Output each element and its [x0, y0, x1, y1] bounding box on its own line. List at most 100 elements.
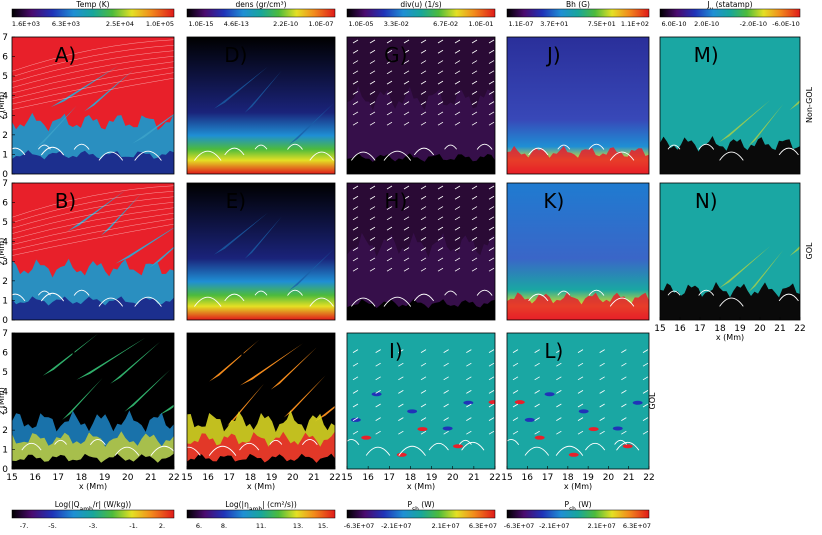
velocity-arrow — [386, 80, 393, 85]
velocity-arrow — [403, 101, 410, 105]
velocity-arrow — [599, 430, 605, 435]
field-line — [609, 297, 635, 307]
colorbar-tick-label: 6.3E+07 — [469, 522, 497, 530]
velocity-arrow — [512, 349, 519, 353]
velocity-arrow — [352, 39, 359, 44]
velocity-arrow — [556, 376, 562, 381]
y-tick-label: 7 — [2, 33, 8, 43]
colorbar — [11, 8, 175, 18]
velocity-arrow — [454, 247, 461, 251]
velocity-arrow — [471, 226, 478, 231]
x-tick-label: 15 — [341, 473, 352, 483]
velocity-arrow — [420, 226, 427, 231]
panel-frame — [506, 332, 650, 470]
velocity-arrow — [471, 60, 478, 64]
velocity-arrow — [375, 362, 381, 367]
velocity-arrow — [386, 91, 393, 95]
velocity-arrow — [403, 195, 410, 200]
panel-letter: H) — [384, 189, 407, 213]
velocity-arrow — [369, 121, 376, 126]
x-tick-label: 18 — [405, 473, 417, 483]
velocity-arrow — [556, 362, 562, 367]
velocity-arrow — [420, 216, 427, 221]
velocity-arrow — [471, 80, 478, 85]
velocity-arrow — [386, 226, 393, 231]
velocity-arrow — [437, 70, 444, 75]
field-line — [73, 143, 90, 150]
velocity-arrow — [403, 121, 410, 126]
velocity-arrow — [369, 257, 376, 262]
y-tick-label: 2 — [2, 131, 8, 141]
colorbar-title: Psh (W) — [564, 500, 591, 513]
velocity-arrow — [420, 376, 427, 381]
panel-A: A) — [11, 36, 175, 175]
field-line — [89, 438, 106, 445]
velocity-arrow — [488, 216, 495, 221]
velocity-arrow — [437, 247, 444, 251]
panel-N: N) — [659, 182, 801, 321]
velocity-arrow — [420, 267, 427, 272]
velocity-arrow — [420, 70, 427, 75]
velocity-arrow — [577, 349, 584, 353]
panel-frame — [506, 182, 650, 321]
velocity-arrow — [471, 206, 478, 210]
velocity-arrow — [420, 91, 427, 95]
colorbar-tick-label: 1.1E-07 — [508, 20, 533, 28]
field-line — [309, 151, 334, 161]
field-line — [40, 292, 65, 302]
field-line — [383, 150, 412, 161]
field-line — [413, 147, 435, 156]
velocity-arrow — [403, 247, 410, 251]
velocity-arrow — [352, 237, 359, 241]
velocity-arrow — [352, 376, 359, 381]
field-line — [444, 290, 457, 296]
velocity-arrow — [556, 417, 562, 421]
colorbar-tick-label: 7.5E+01 — [588, 20, 616, 28]
velocity-arrow — [420, 403, 427, 408]
velocity-arrow — [488, 237, 495, 241]
velocity-arrow — [534, 403, 540, 408]
x-axis-label: x (Mm) — [564, 482, 592, 491]
velocity-arrow — [488, 195, 495, 200]
panel-frame — [659, 36, 801, 175]
x-tick-label: 16 — [202, 473, 214, 483]
velocity-arrow — [352, 195, 359, 200]
x-tick-label: 19 — [99, 473, 111, 483]
colorbar — [11, 509, 175, 519]
velocity-arrow — [471, 39, 478, 44]
panel-F: F) — [186, 332, 336, 470]
velocity-arrow — [471, 121, 478, 126]
velocity-arrow — [386, 267, 393, 272]
velocity-arrow — [621, 390, 627, 394]
colorbar-tick-label: 11. — [256, 522, 266, 530]
velocity-arrow — [443, 390, 449, 394]
colorbar-tick-label: 6.7E-02 — [433, 20, 458, 28]
panel-letter: A) — [55, 43, 76, 67]
velocity-arrow — [621, 362, 627, 367]
velocity-arrow — [369, 80, 376, 85]
velocity-arrow — [386, 39, 393, 44]
panel-M: M) — [659, 36, 801, 175]
velocity-arrow — [512, 390, 519, 394]
velocity-arrow — [534, 376, 540, 381]
colorbar-title: Temp (K) — [75, 0, 109, 9]
velocity-arrow — [471, 257, 478, 262]
velocity-arrow — [454, 101, 461, 105]
axes: 0 1 2 3 4 5 6 7 z (Mm) 0 1 2 3 4 5 6 7 z (Mm) 0 1 2 3 4 5 6 7 z (M… — [0, 33, 814, 491]
field-line — [614, 439, 627, 445]
x-tick-label: 16 — [362, 473, 374, 483]
panel-letter: I) — [389, 339, 403, 363]
velocity-arrow — [454, 80, 461, 85]
colorbar — [506, 8, 650, 18]
y-tick-label: 4 — [2, 238, 8, 248]
velocity-arrow — [454, 216, 461, 221]
velocity-arrow — [386, 70, 393, 75]
velocity-arrow — [488, 121, 495, 126]
x-tick-label: 21 — [623, 473, 634, 483]
field-line — [114, 446, 140, 456]
velocity-arrow — [471, 195, 478, 200]
field-line — [444, 144, 457, 150]
field-line — [208, 445, 237, 456]
field-line — [150, 445, 174, 456]
panel-frame — [506, 36, 650, 175]
